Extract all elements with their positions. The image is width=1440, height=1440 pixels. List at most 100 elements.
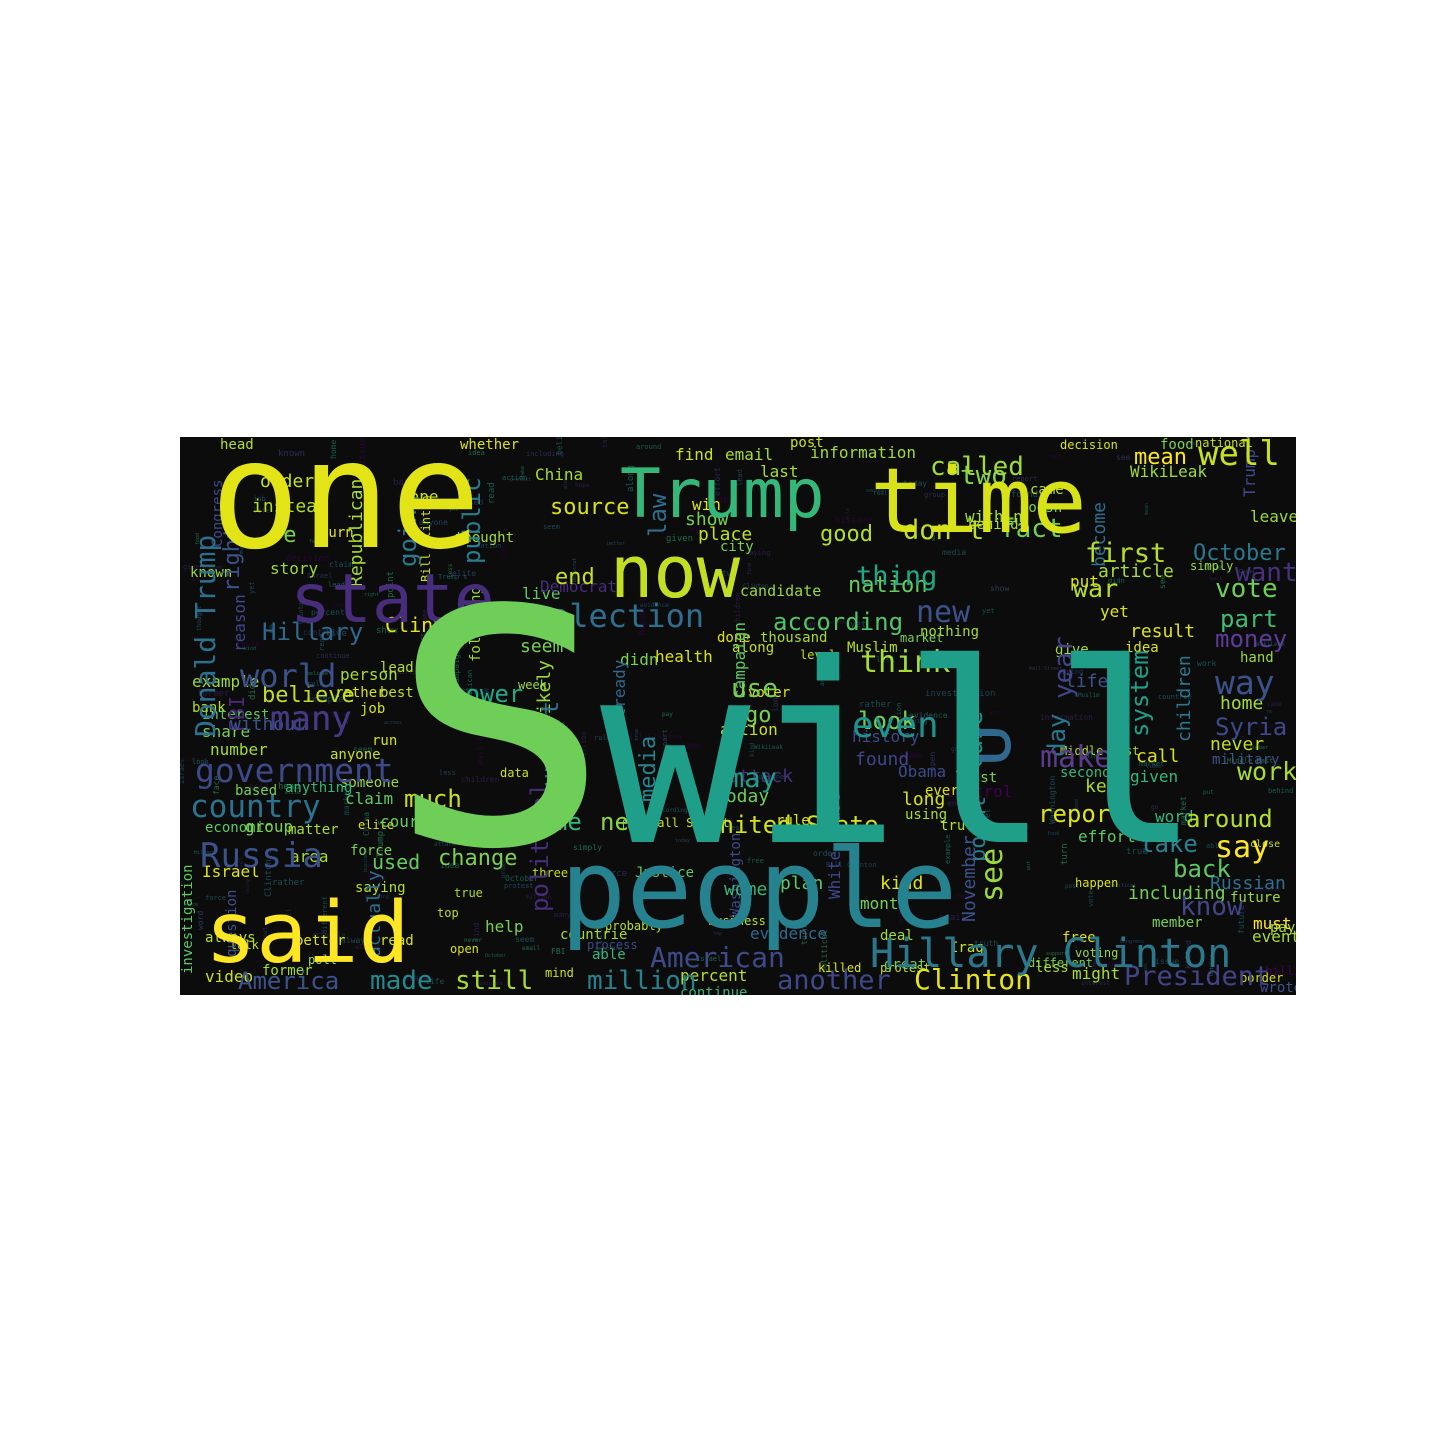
word-cloud: Israel video today seem October share within se…	[180, 437, 1296, 995]
cloud-word: called	[930, 452, 1024, 482]
background-word: using	[245, 879, 251, 894]
background-word: Congress	[1120, 939, 1144, 945]
background-word: national	[185, 757, 209, 763]
background-word: former	[197, 689, 230, 699]
word-cloud-canvas: IsraelvideotodayseemOctobersharewithinse…	[180, 437, 1296, 995]
background-word: October	[485, 953, 506, 959]
background-word: less	[727, 824, 744, 832]
background-word: another	[819, 660, 826, 686]
cloud-word: November	[959, 835, 980, 922]
cloud-word: always	[205, 930, 256, 946]
background-word: percent	[311, 608, 345, 617]
background-word: elite	[285, 790, 300, 796]
cloud-word: people	[560, 825, 957, 953]
cloud-word: Justice	[635, 865, 694, 881]
cloud-word: including	[1128, 883, 1226, 904]
cloud-word: home	[1220, 693, 1263, 714]
background-word: part	[661, 729, 669, 746]
background-word: nothing	[817, 792, 838, 798]
background-word: control	[303, 628, 337, 637]
cloud-word: question	[224, 890, 240, 957]
cloud-word: lead	[380, 660, 414, 676]
cloud-word: put	[1070, 572, 1099, 591]
cloud-word: face	[620, 818, 649, 832]
cloud-word: likely	[534, 660, 555, 725]
cloud-word: children	[1174, 655, 1195, 742]
cloud-word: point	[966, 796, 991, 862]
cloud-word: campaign	[730, 622, 749, 699]
cloud-word: never	[1210, 734, 1264, 755]
background-word: market	[1179, 796, 1188, 825]
cloud-word: someone	[340, 775, 399, 791]
cloud-word: day	[1043, 714, 1071, 757]
cloud-word: pay	[1270, 920, 1295, 936]
cloud-word: given	[1130, 767, 1178, 786]
cloud-word: real	[990, 825, 1024, 841]
cloud-word: business	[708, 914, 766, 928]
background-word: life	[425, 977, 444, 986]
background-word: go	[951, 746, 959, 753]
background-word: Muslim	[1078, 692, 1100, 699]
cloud-word: whether	[460, 437, 519, 453]
background-word: without	[1255, 886, 1281, 893]
cloud-word: week	[518, 678, 548, 692]
cloud-word: much	[404, 785, 462, 813]
background-word: turn	[800, 926, 809, 945]
background-word: Trump s	[376, 820, 386, 858]
cloud-word: share	[202, 722, 250, 741]
cloud-word: order	[260, 471, 314, 492]
cloud-word: word	[1155, 807, 1194, 826]
background-word: Republican	[466, 670, 474, 712]
cloud-word: case	[960, 711, 988, 769]
cloud-word: market	[900, 631, 943, 645]
cloud-word: matter	[288, 822, 339, 838]
cloud-word: political	[526, 782, 554, 912]
cloud-word: true	[454, 886, 483, 900]
background-word: view	[1124, 668, 1132, 686]
background-word: true	[634, 729, 640, 741]
background-word: re	[1266, 709, 1272, 715]
cloud-word: instead	[252, 496, 328, 517]
background-word: case	[501, 824, 523, 834]
background-word: rather	[272, 878, 305, 888]
cloud-word: top	[437, 906, 459, 920]
background-word: mean	[1144, 503, 1150, 515]
background-word: campaign	[452, 649, 461, 688]
background-word: protest	[504, 882, 534, 890]
background-word: head	[278, 782, 300, 792]
background-word: right	[364, 592, 379, 598]
cloud-word: one	[210, 437, 481, 583]
cloud-word: don t	[903, 515, 984, 546]
cloud-word: change	[438, 846, 517, 871]
background-word: doesn	[1141, 837, 1159, 844]
background-word: must	[239, 542, 245, 554]
background-word: source	[866, 488, 884, 494]
background-word: truth	[236, 640, 260, 649]
cloud-word: keep	[1085, 776, 1128, 797]
cloud-word: information	[810, 443, 916, 462]
cloud-word: least	[955, 770, 997, 786]
cloud-word: s	[370, 444, 629, 944]
cloud-word: White House	[825, 793, 844, 899]
background-word: war	[537, 717, 546, 723]
background-word: source	[828, 620, 846, 626]
cloud-word: close	[1250, 839, 1280, 850]
cloud-word: already	[610, 659, 629, 727]
background-word: anything	[365, 894, 389, 900]
cloud-word: idea	[1125, 640, 1159, 656]
cloud-word: go	[745, 703, 772, 728]
background-word: following	[1092, 952, 1098, 979]
background-word: report	[419, 633, 427, 658]
cloud-word: great	[884, 957, 926, 973]
cloud-word: left	[482, 601, 525, 622]
cloud-word: time	[870, 449, 1087, 554]
background-word: WikiLeak	[754, 744, 783, 751]
cloud-word: saying	[355, 880, 406, 896]
cloud-word: last	[760, 462, 799, 481]
background-word: real	[873, 490, 888, 497]
background-word: market	[1139, 760, 1164, 768]
cloud-word: said	[205, 884, 410, 983]
background-word: anyone	[759, 773, 784, 781]
background-word: Hillary	[194, 850, 215, 856]
cloud-word: long	[902, 789, 945, 810]
